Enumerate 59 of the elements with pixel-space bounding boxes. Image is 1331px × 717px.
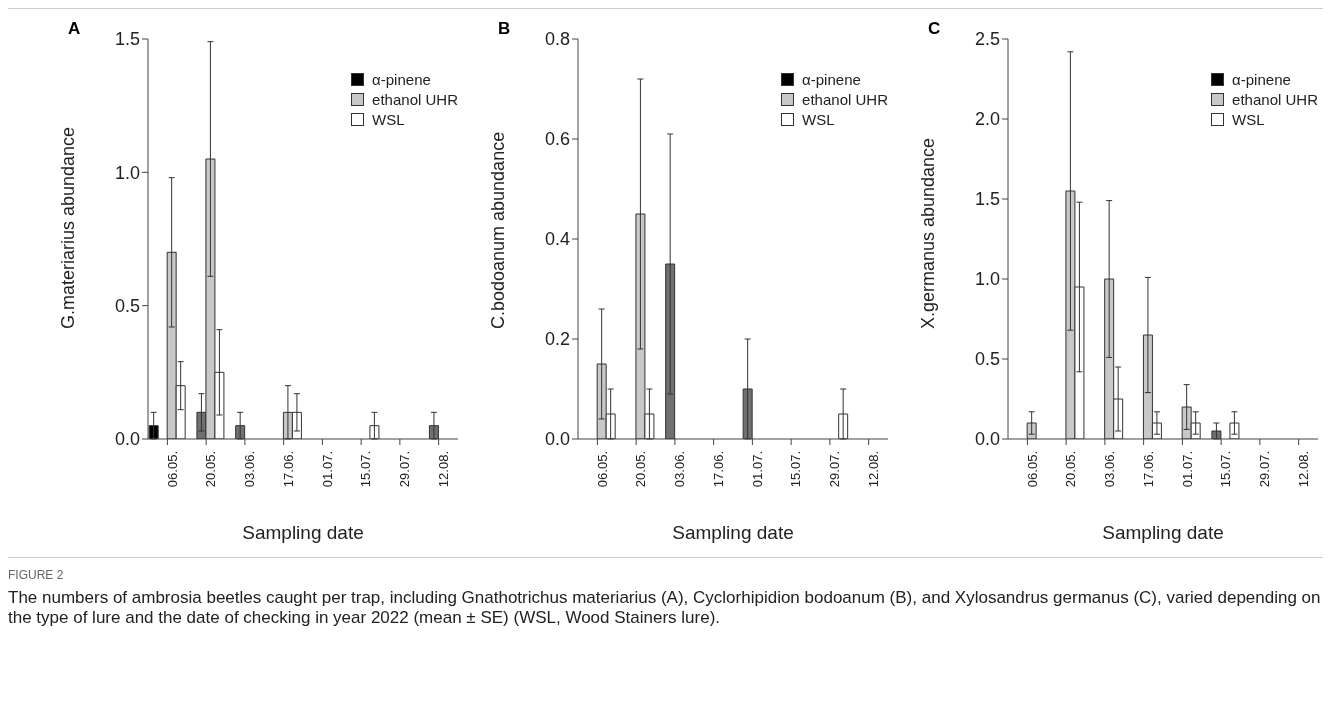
y-tick-label: 0.0 <box>544 429 570 450</box>
y-tick-label: 1.5 <box>114 29 140 50</box>
legend-label: α-pinene <box>1232 70 1291 88</box>
legend-label: ethanol UHR <box>1232 90 1318 108</box>
y-axis-title: C.bodoanum abundance <box>488 131 509 329</box>
y-tick-label: 0.8 <box>544 29 570 50</box>
y-tick-label: 0.5 <box>974 349 1000 370</box>
x-tick-label: 17.06. <box>280 451 296 488</box>
x-tick-label: 01.07. <box>1179 451 1195 488</box>
y-tick-label: 2.5 <box>974 29 1000 50</box>
x-tick-label: 17.06. <box>710 451 726 488</box>
legend-label: WSL <box>372 110 405 128</box>
y-tick-label: 1.0 <box>114 162 140 183</box>
legend-label: WSL <box>802 110 835 128</box>
x-tick-label: 06.05. <box>1024 451 1040 488</box>
chart-title: A <box>68 19 81 39</box>
caption: FIGURE 2 <box>8 568 65 582</box>
chart-title: B <box>498 19 511 39</box>
y-tick-label: 0.5 <box>114 296 140 317</box>
legend-label: ethanol UHR <box>802 90 888 108</box>
y-tick-label: 0.6 <box>544 129 570 150</box>
y-tick-label: 0.0 <box>974 429 1000 450</box>
y-axis-title: X.germanus abundance <box>918 137 939 329</box>
x-tick-label: 01.07. <box>319 451 335 488</box>
x-tick-label: 12.08. <box>1295 451 1311 488</box>
x-axis-title: Sampling date <box>672 522 794 543</box>
x-tick-label: 17.06. <box>1140 451 1156 488</box>
y-tick-label: 1.5 <box>974 189 1000 210</box>
y-tick-label: 0.2 <box>544 329 570 350</box>
x-tick-label: 29.07. <box>827 451 843 488</box>
x-tick-label: 06.05. <box>164 451 180 488</box>
x-tick-label: 15.07. <box>1218 451 1234 488</box>
x-tick-label: 12.08. <box>435 451 451 488</box>
x-tick-label: 15.07. <box>358 451 374 488</box>
x-tick-label: 20.05. <box>633 451 649 488</box>
text: The numbers of ambrosia beetles caught per trap, including Gnathotrichus materiarius (A), Cyclorhipidion bodoanum (B), and Xylosandrus germanus (C), varied depending on the type of lure and the date of checking in year 2022 (mean ± SE) (WSL, Wood Stainers lure). <box>8 588 1322 628</box>
legend-label: ethanol UHR <box>372 90 458 108</box>
x-tick-label: 03.06. <box>242 451 258 488</box>
legend-label: α-pinene <box>802 70 861 88</box>
x-tick-label: 15.07. <box>788 451 804 488</box>
y-axis-title: G.materiarius abundance <box>58 126 79 329</box>
chart-title: C <box>928 19 941 39</box>
x-tick-label: 01.07. <box>749 451 765 488</box>
x-tick-label: 06.05. <box>594 451 610 488</box>
x-tick-label: 03.06. <box>672 451 688 488</box>
x-tick-label: 12.08. <box>865 451 881 488</box>
y-tick-label: 0.4 <box>544 229 570 250</box>
x-axis-title: Sampling date <box>242 522 364 543</box>
x-axis-title: Sampling date <box>1102 522 1224 543</box>
x-tick-label: 29.07. <box>397 451 413 488</box>
y-tick-label: 2.0 <box>974 109 1000 130</box>
x-tick-label: 29.07. <box>1257 451 1273 488</box>
y-tick-label: 0.0 <box>114 429 140 450</box>
x-tick-label: 20.05. <box>203 451 219 488</box>
legend-label: WSL <box>1232 110 1265 128</box>
x-tick-label: 03.06. <box>1102 451 1118 488</box>
legend-label: α-pinene <box>372 70 431 88</box>
y-tick-label: 1.0 <box>974 269 1000 290</box>
x-tick-label: 20.05. <box>1063 451 1079 488</box>
